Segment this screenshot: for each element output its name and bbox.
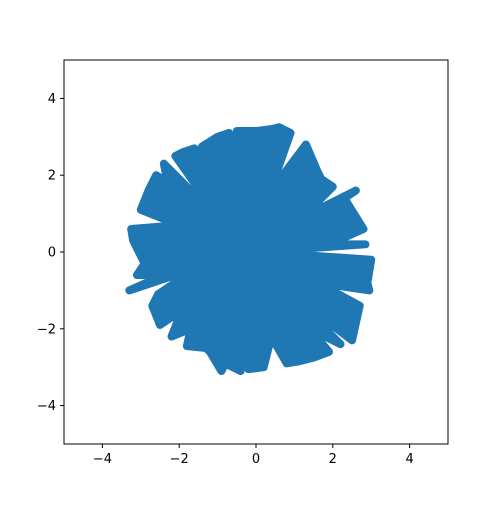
scatter-point (280, 172, 286, 178)
scatter-point (295, 359, 301, 364)
scatter-point (184, 343, 190, 349)
scatter-points (126, 124, 374, 374)
scatter-point (128, 226, 134, 232)
scatter-point (142, 261, 148, 266)
x-tick-label: 2 (329, 452, 337, 467)
scatter-point (234, 128, 240, 134)
y-tick-label: −4 (37, 399, 56, 414)
scatter-point (276, 124, 282, 130)
y-tick-label: −2 (37, 322, 56, 337)
scatter-point (368, 257, 374, 263)
scatter-point (146, 188, 151, 193)
x-tick-label: 0 (252, 452, 260, 467)
scatter-point (199, 144, 205, 149)
scatter-point (161, 272, 167, 278)
scatter-point (315, 168, 320, 174)
scatter-point (130, 238, 136, 243)
scatter-point (207, 349, 213, 355)
scatter-point (318, 176, 324, 182)
y-tick-label: 4 (48, 92, 56, 107)
scatter-point (196, 264, 201, 270)
scatter-point (234, 165, 240, 170)
scatter-point (253, 249, 259, 255)
scatter-point (188, 326, 194, 332)
scatter-point (338, 341, 343, 347)
scatter-point (268, 126, 274, 132)
scatter-point (215, 134, 221, 140)
scatter-point (176, 314, 182, 320)
x-tick-label: −4 (93, 452, 112, 467)
scatter-point (361, 226, 366, 232)
scatter-point (157, 322, 163, 328)
scatter-point (330, 184, 336, 190)
scatter-point (299, 215, 305, 220)
scatter-point (311, 355, 316, 360)
scatter-point (253, 128, 259, 134)
y-axis: −4 −2 0 2 4 (37, 92, 64, 414)
scatter-point (315, 280, 320, 286)
scatter-point (357, 303, 363, 309)
scatter-point (245, 366, 251, 372)
scatter-point (366, 288, 372, 293)
scatter-point (126, 288, 132, 293)
scatter-point (226, 130, 232, 136)
scatter-point (219, 218, 224, 224)
scatter-point (353, 188, 359, 193)
scatter-point (284, 288, 290, 293)
scatter-point (242, 280, 247, 286)
scatter-point (192, 145, 197, 151)
scatter-point (138, 207, 144, 213)
y-tick-label: 2 (48, 169, 56, 184)
scatter-point (341, 195, 347, 201)
scatter-point (153, 172, 159, 178)
scatter-point (303, 142, 309, 147)
scatter-point (284, 360, 290, 366)
scatter-point (176, 222, 182, 228)
scatter-point (288, 130, 293, 136)
scatter-point (326, 349, 332, 355)
scatter-point (238, 368, 244, 374)
scatter-point (326, 241, 332, 247)
scatter-point (265, 195, 270, 201)
scatter-point (180, 307, 186, 312)
scatter-point (222, 360, 228, 366)
scatter-point (363, 241, 368, 247)
scatter-point (349, 337, 355, 343)
x-tick-label: −2 (170, 452, 189, 467)
scatter-point (180, 149, 186, 155)
scatter-point (155, 291, 161, 297)
x-tick-label: 4 (405, 452, 413, 467)
scatter-point (219, 368, 224, 374)
scatter-point (203, 345, 209, 351)
scatter-point (134, 272, 140, 278)
y-tick-label: 0 (48, 246, 56, 261)
scatter-point (211, 180, 217, 186)
scatter-point (268, 334, 274, 339)
scatter-point (169, 334, 174, 339)
scatter-point (149, 303, 155, 309)
scatter-point (165, 180, 171, 186)
scatter-point (161, 161, 167, 167)
scatter-point (364, 280, 370, 286)
scatter-point (172, 153, 178, 159)
scatter-point (307, 326, 313, 332)
x-axis: −4 −2 0 2 4 (93, 444, 414, 467)
scatter-point (261, 364, 267, 370)
